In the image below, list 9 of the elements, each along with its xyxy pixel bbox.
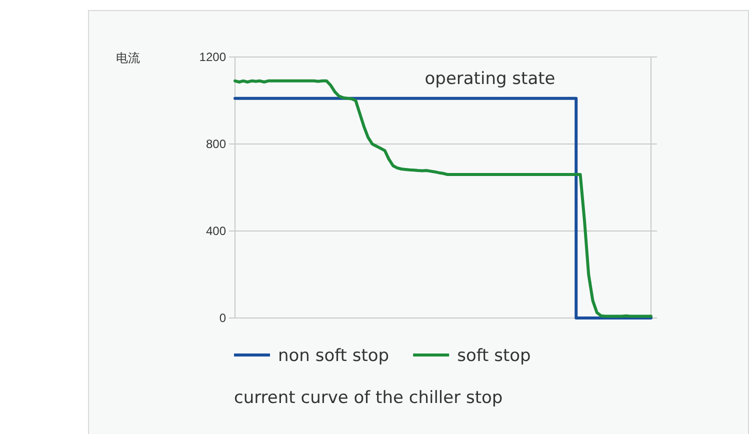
y-tick-label: 400 (206, 224, 226, 238)
annotation: operating state (424, 69, 556, 89)
y-axis-title: 电流 (116, 51, 140, 65)
y-tick-label: 0 (219, 310, 226, 325)
text: current curve of the chiller stop (234, 388, 503, 408)
y-tick-label: 800 (206, 136, 226, 151)
y-tick-label: 1200 (199, 50, 226, 64)
legend-label: soft stop (457, 346, 531, 366)
legend-label: non soft stop (278, 346, 390, 366)
